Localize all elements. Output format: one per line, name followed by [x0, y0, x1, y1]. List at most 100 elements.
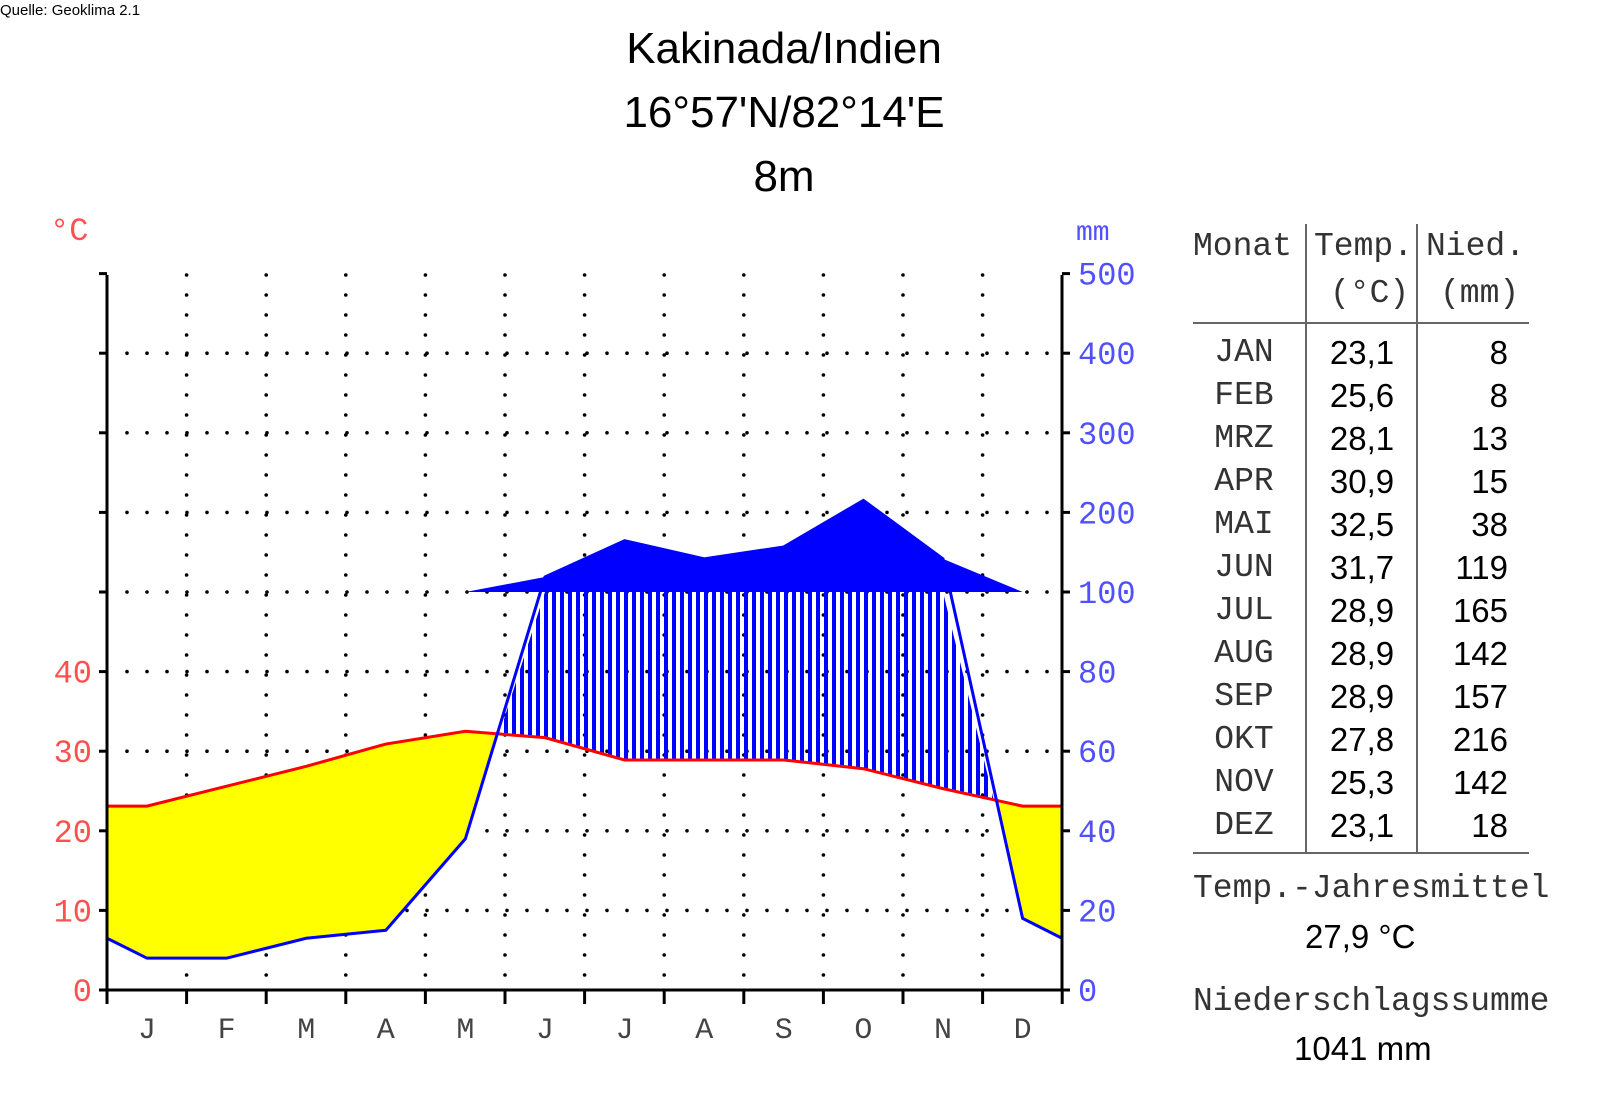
- grid-dot: [423, 393, 428, 397]
- grid-dot: [184, 353, 189, 357]
- grid-dot: [665, 431, 669, 435]
- grid-dot: [725, 908, 729, 913]
- grid-dot: [225, 510, 229, 515]
- grid-dot: [901, 833, 905, 837]
- grid-dot: [545, 829, 549, 833]
- grid-dot: [582, 413, 587, 417]
- grid-dot: [423, 493, 428, 497]
- grid-dot: [662, 473, 666, 477]
- grid-dot: [980, 673, 985, 677]
- grid-dot: [165, 351, 169, 356]
- grid-dot: [765, 510, 769, 515]
- grid-dot: [980, 273, 985, 277]
- precipitation-tick-label: 80: [1078, 656, 1116, 693]
- grid-dot: [184, 653, 189, 657]
- precipitation-tick-label: 100: [1078, 576, 1136, 613]
- table-cell-precip: 38: [1471, 506, 1508, 543]
- grid-dot: [662, 433, 666, 437]
- grid-dot: [184, 733, 189, 737]
- grid-dot: [662, 533, 666, 537]
- grid-dot: [1005, 431, 1009, 435]
- annual-precip-value: 1041 mm: [1294, 1030, 1432, 1067]
- grid-dot: [423, 333, 428, 337]
- table-cell-temp: 28,9: [1329, 592, 1395, 629]
- table-cell-precip: 216: [1452, 721, 1508, 758]
- grid-dot: [905, 510, 909, 515]
- grid-dot: [225, 669, 229, 674]
- grid-dot: [505, 669, 509, 674]
- grid-dot: [980, 813, 985, 817]
- grid-dot: [725, 829, 729, 833]
- grid-dot: [344, 393, 348, 397]
- grid-dot: [865, 351, 869, 356]
- grid-dot: [901, 813, 905, 817]
- grid-dot: [705, 908, 709, 913]
- grid-dot: [662, 813, 666, 817]
- grid-dot: [582, 793, 587, 797]
- grid-dot: [145, 669, 149, 674]
- month-label: O: [854, 1014, 872, 1048]
- grid-dot: [503, 933, 507, 937]
- grid-dot: [625, 431, 629, 435]
- grid-dot: [742, 313, 746, 317]
- grid-dot: [665, 351, 669, 356]
- grid-dot: [344, 733, 348, 737]
- grid-dot: [662, 493, 666, 497]
- grid-dot: [184, 333, 189, 337]
- temperature-tick-label: 40: [54, 656, 92, 693]
- grid-dot: [582, 393, 587, 397]
- grid-dot: [344, 293, 348, 297]
- grid-dot: [503, 513, 507, 517]
- grid-dot: [901, 273, 905, 277]
- grid-dot: [503, 753, 507, 757]
- grid-dot: [344, 433, 348, 437]
- grid-dot: [465, 908, 469, 913]
- grid-dot: [605, 351, 609, 356]
- table-cell-precip: 142: [1452, 635, 1508, 672]
- table-cell-precip: 165: [1452, 592, 1508, 629]
- grid-dot: [285, 510, 289, 515]
- grid-dot: [545, 431, 549, 435]
- grid-dot: [742, 933, 746, 937]
- grid-dot: [423, 453, 428, 457]
- grid-dot: [344, 413, 348, 417]
- precipitation-tick-label: 500: [1078, 258, 1136, 295]
- month-label: N: [934, 1014, 952, 1048]
- grid-dot: [184, 593, 189, 597]
- grid-dot: [385, 510, 389, 515]
- grid-dot: [980, 413, 985, 417]
- grid-dot: [665, 510, 669, 515]
- grid-dot: [980, 713, 985, 717]
- grid-dot: [980, 693, 985, 697]
- grid-dot: [925, 510, 929, 515]
- grid-dot: [505, 908, 509, 913]
- grid-dot: [582, 273, 587, 277]
- grid-dot: [184, 433, 189, 437]
- grid-dot: [965, 908, 969, 913]
- grid-dot: [264, 973, 269, 977]
- grid-dot: [765, 351, 769, 356]
- table-cell-temp: 28,9: [1329, 678, 1395, 715]
- grid-dot: [405, 590, 409, 594]
- grid-dot: [1005, 669, 1009, 674]
- grid-dot: [344, 693, 348, 697]
- footer-divider: [1193, 852, 1529, 854]
- grid-dot: [965, 431, 969, 435]
- grid-dot: [264, 433, 269, 437]
- grid-dot: [184, 753, 189, 757]
- grid-dot: [503, 413, 507, 417]
- grid-dot: [885, 431, 889, 435]
- grid-dot: [742, 913, 746, 917]
- grid-dot: [742, 273, 746, 277]
- grid-dot: [1045, 590, 1049, 594]
- grid-dot: [1045, 669, 1049, 674]
- grid-dot: [503, 673, 507, 677]
- grid-dot: [980, 513, 985, 517]
- table-cell-precip: 142: [1452, 764, 1508, 801]
- grid-dot: [405, 510, 409, 515]
- grid-dot: [425, 590, 429, 594]
- grid-dot: [662, 893, 666, 897]
- grid-dot: [980, 553, 985, 557]
- grid-dot: [503, 953, 507, 957]
- grid-dot: [245, 749, 249, 753]
